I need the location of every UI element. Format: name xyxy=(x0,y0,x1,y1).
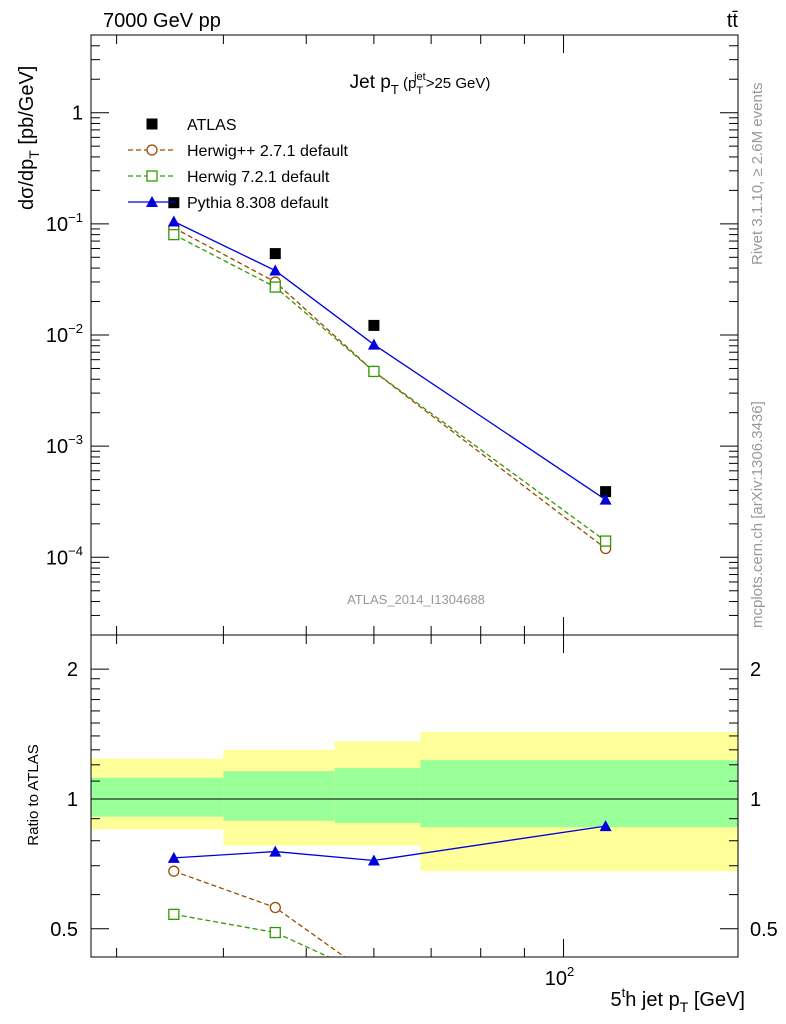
data-point xyxy=(600,486,612,498)
legend-marker xyxy=(146,170,158,182)
data-point xyxy=(269,281,281,293)
main-panel: 110−110−210−310−4 Jet pT (pTjet>25 GeV) … xyxy=(16,34,739,636)
series-pythia-8-308-default xyxy=(167,215,612,505)
data-point xyxy=(269,248,281,260)
x-axis-label: 5th jet pT [GeV] xyxy=(611,985,746,1015)
rivet-version-label: Rivet 3.1.10, ≥ 2.6M events xyxy=(749,83,766,266)
ratio-axes: 0.5 0.5 1 1 2 2 102 xyxy=(50,635,778,990)
ratio-y-tick-label-left: 0.5 xyxy=(50,919,78,941)
uncertainty-band-stat xyxy=(91,777,224,817)
legend-marker xyxy=(146,196,158,207)
legend-marker xyxy=(146,144,158,156)
main-plot-title: Jet pT (pTjet>25 GeV) xyxy=(350,71,491,97)
main-y-tick-label: 1 xyxy=(72,103,83,125)
data-point xyxy=(367,854,380,866)
ratio-y-tick-label-right: 1 xyxy=(750,789,761,811)
series-line xyxy=(173,870,346,957)
main-data-layer xyxy=(167,197,612,555)
x-tick-label: 102 xyxy=(545,964,574,990)
data-point xyxy=(368,365,380,378)
ratio-data-layer xyxy=(91,731,738,957)
series-line xyxy=(173,220,606,501)
data-point xyxy=(167,851,180,863)
legend-entry-herwig-2-7-1-default: Herwig++ 2.7.1 default xyxy=(128,143,349,160)
main-y-tick-label: 10−3 xyxy=(46,432,83,458)
collision-label: 7000 GeV pp xyxy=(103,10,221,32)
legend: ATLAS Herwig++ 2.7.1 default Herwig 7.2.1 … xyxy=(128,117,349,212)
data-point xyxy=(168,865,180,877)
series-line xyxy=(173,234,606,542)
legend-marker xyxy=(146,118,158,130)
data-point xyxy=(168,228,180,241)
ratio-series-pythia-8-308-default xyxy=(167,820,612,866)
mcplots-label: mcplots.cern.ch [arXiv:1306.3436] xyxy=(749,401,766,628)
main-y-tick-label: 10−1 xyxy=(46,210,83,236)
series-line xyxy=(173,913,331,957)
data-point xyxy=(269,264,282,276)
process-label: tt̄ xyxy=(727,10,739,32)
ratio-panel: 0.5 0.5 1 1 2 2 102 Ratio to ATLAS 5th jet pT … xyxy=(25,634,778,1015)
data-point xyxy=(368,319,380,331)
ratio-y-tick-label-right: 0.5 xyxy=(750,919,778,941)
ratio-y-axis-label: Ratio to ATLAS xyxy=(25,744,42,845)
legend-label: Pythia 8.308 default xyxy=(187,195,329,212)
legend-label: ATLAS xyxy=(187,117,237,134)
legend-entry-pythia-8-308-default: Pythia 8.308 default xyxy=(128,195,329,212)
data-point xyxy=(269,845,282,857)
series-herwig-7-2-1-default xyxy=(168,228,612,547)
main-y-tick-label: 10−2 xyxy=(46,321,83,347)
uncertainty-band-stat xyxy=(420,760,738,828)
data-point xyxy=(599,820,612,832)
uncertainty-band-stat xyxy=(334,767,421,823)
series-line xyxy=(173,227,606,550)
legend-entry-atlas: ATLAS xyxy=(146,117,237,134)
legend-label: Herwig 7.2.1 default xyxy=(187,169,330,186)
analysis-tag: ATLAS_2014_I1304688 xyxy=(347,592,485,607)
ratio-series-herwig-7-2-1-default xyxy=(168,908,331,957)
ratio-y-tick-label-right: 2 xyxy=(750,659,761,681)
legend-label: Herwig++ 2.7.1 default xyxy=(187,143,349,160)
data-point xyxy=(599,535,612,547)
main-y-axis-label: dσ/dpT [pb/GeV] xyxy=(16,66,42,210)
data-point xyxy=(599,493,612,505)
data-point xyxy=(168,197,180,209)
ratio-series-herwig-2-7-1-default xyxy=(168,865,346,957)
main-axes: 1 10−1 10−2 10−3 10−4 xyxy=(46,34,738,636)
data-point xyxy=(168,908,180,920)
ratio-y-tick-label-left: 1 xyxy=(67,789,78,811)
series-atlas xyxy=(168,197,612,498)
series-herwig-2-7-1-default xyxy=(168,222,612,555)
uncertainty-band-stat xyxy=(223,771,335,821)
legend-entry-herwig-7-2-1-default: Herwig 7.2.1 default xyxy=(128,169,330,186)
data-point xyxy=(269,926,281,939)
ratio-y-tick-label-left: 2 xyxy=(67,659,78,681)
data-point xyxy=(367,338,380,350)
ratio-frame xyxy=(90,634,739,958)
data-point xyxy=(167,215,180,227)
data-point xyxy=(269,901,281,914)
series-line xyxy=(173,825,606,862)
main-y-tick-label: 10−4 xyxy=(46,543,83,569)
